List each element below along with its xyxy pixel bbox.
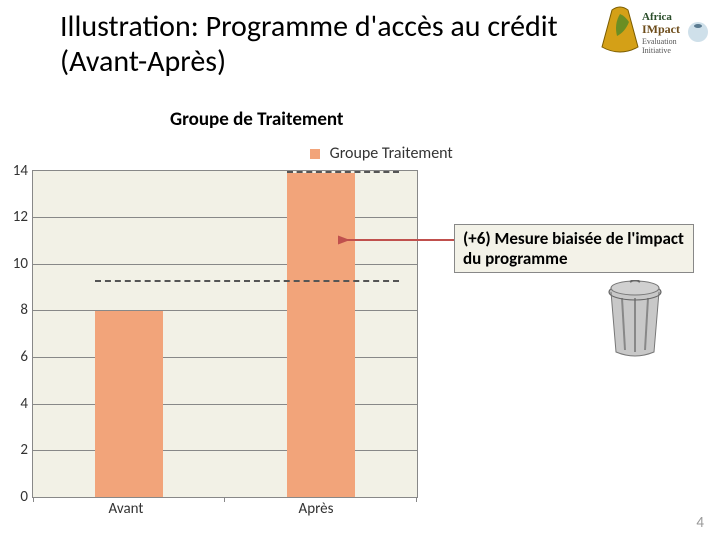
plot-area	[32, 170, 418, 498]
callout-arrow	[338, 228, 458, 252]
xtick-label: Avant	[66, 500, 186, 518]
legend-label: Groupe Traitement	[330, 144, 453, 163]
x-tick	[33, 497, 34, 502]
gridline	[33, 310, 417, 311]
callout-box: (+6) Mesure biaisée de l'impact du progr…	[454, 224, 694, 273]
annotation-dash-mid	[95, 280, 399, 282]
ytick-label: 4	[6, 395, 28, 413]
slide-title: Illustration: Programme d'accès au crédi…	[60, 10, 590, 79]
x-tick	[224, 497, 225, 502]
page-number: 4	[696, 514, 704, 532]
legend-swatch	[310, 149, 320, 159]
ytick-label: 14	[6, 162, 28, 180]
gridline	[33, 450, 417, 451]
annotation-dash-top	[287, 171, 399, 173]
svg-text:Initiative: Initiative	[642, 46, 671, 55]
bar-chart: 0 2 4 6 8 10 12 14 Avant Après	[6, 170, 416, 522]
gridline	[33, 264, 417, 265]
svg-text:Evaluation: Evaluation	[642, 37, 677, 46]
africa-impact-logo: Africa IMpact Evaluation Initiative	[590, 2, 710, 62]
bar-avant	[95, 311, 163, 497]
gridline	[33, 357, 417, 358]
chart-subtitle: Groupe de Traitement	[170, 108, 344, 131]
ytick-label: 0	[6, 488, 28, 506]
ytick-label: 2	[6, 441, 28, 459]
svg-text:IMpact: IMpact	[642, 22, 680, 36]
bar-apres	[287, 173, 355, 497]
ytick-label: 10	[6, 255, 28, 273]
trash-can-icon	[600, 280, 670, 360]
xtick-label: Après	[256, 500, 376, 518]
ytick-label: 6	[6, 348, 28, 366]
ytick-label: 12	[6, 208, 28, 226]
ytick-label: 8	[6, 301, 28, 319]
x-tick	[416, 497, 417, 502]
chart-legend: Groupe Traitement	[310, 144, 453, 163]
gridline	[33, 404, 417, 405]
gridline	[33, 217, 417, 218]
